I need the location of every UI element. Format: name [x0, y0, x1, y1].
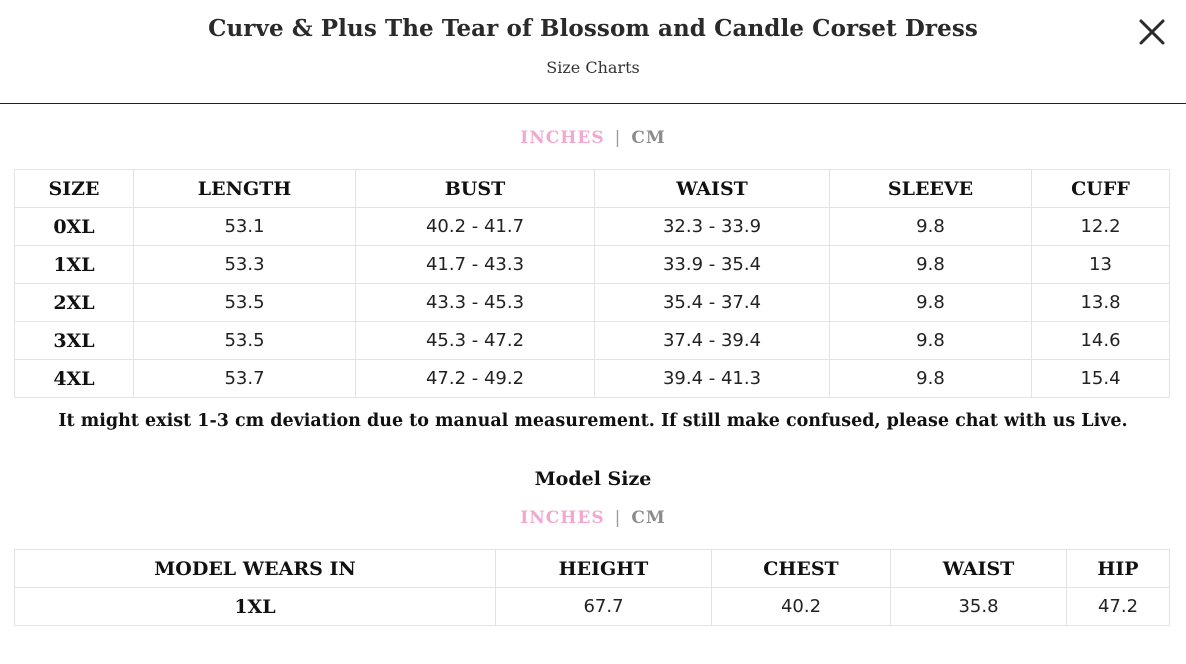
size-chart-table: SIZE LENGTH BUST WAIST SLEEVE CUFF 0XL 5… — [14, 169, 1170, 398]
unit-separator: | — [614, 508, 622, 528]
size-unit-toggle: INCHES | CM — [0, 128, 1186, 148]
model-size-table: MODEL WEARS IN HEIGHT CHEST WAIST HIP 1X… — [14, 549, 1170, 626]
table-cell: 53.7 — [133, 359, 356, 398]
table-cell: 37.4 - 39.4 — [594, 321, 830, 360]
inches-tab[interactable]: INCHES — [520, 508, 605, 528]
size-cell: 3XL — [14, 321, 134, 360]
table-cell: 12.2 — [1031, 207, 1170, 246]
column-header: SIZE — [14, 169, 134, 208]
table-row: 1XL 53.3 41.7 - 43.3 33.9 - 35.4 9.8 13 — [14, 245, 1170, 284]
column-header: SLEEVE — [829, 169, 1032, 208]
size-charts-subtitle: Size Charts — [546, 58, 640, 77]
table-cell: 35.4 - 37.4 — [594, 283, 830, 322]
table-cell: 67.7 — [495, 587, 712, 626]
size-cell: 1XL — [14, 245, 134, 284]
column-header: HEIGHT — [495, 549, 712, 588]
size-cell: 4XL — [14, 359, 134, 398]
column-header: WAIST — [594, 169, 830, 208]
table-cell: 9.8 — [829, 283, 1032, 322]
table-cell: 35.8 — [890, 587, 1067, 626]
inches-tab[interactable]: INCHES — [520, 128, 605, 148]
size-cell: 0XL — [14, 207, 134, 246]
table-cell: 45.3 - 47.2 — [355, 321, 595, 360]
column-header: HIP — [1066, 549, 1170, 588]
column-header: CUFF — [1031, 169, 1170, 208]
table-cell: 14.6 — [1031, 321, 1170, 360]
table-cell: 13.8 — [1031, 283, 1170, 322]
cm-tab[interactable]: CM — [631, 508, 666, 528]
model-header-row: MODEL WEARS IN HEIGHT CHEST WAIST HIP — [14, 549, 1170, 588]
column-header: CHEST — [711, 549, 891, 588]
column-header: BUST — [355, 169, 595, 208]
table-cell: 15.4 — [1031, 359, 1170, 398]
table-cell: 33.9 - 35.4 — [594, 245, 830, 284]
table-cell: 43.3 - 45.3 — [355, 283, 595, 322]
size-cell: 1XL — [14, 587, 496, 626]
product-title: Curve & Plus The Tear of Blossom and Can… — [208, 15, 978, 42]
table-row: 1XL 67.7 40.2 35.8 47.2 — [14, 587, 1170, 626]
close-button[interactable] — [1136, 16, 1168, 48]
unit-separator: | — [614, 128, 622, 148]
table-row: 3XL 53.5 45.3 - 47.2 37.4 - 39.4 9.8 14.… — [14, 321, 1170, 360]
modal-header: Curve & Plus The Tear of Blossom and Can… — [0, 0, 1186, 104]
size-cell: 2XL — [14, 283, 134, 322]
table-cell: 40.2 — [711, 587, 891, 626]
table-cell: 9.8 — [829, 321, 1032, 360]
table-cell: 40.2 - 41.7 — [355, 207, 595, 246]
table-cell: 53.3 — [133, 245, 356, 284]
column-header: WAIST — [890, 549, 1067, 588]
table-cell: 47.2 - 49.2 — [355, 359, 595, 398]
table-cell: 53.1 — [133, 207, 356, 246]
model-unit-toggle: INCHES | CM — [0, 508, 1186, 528]
table-cell: 9.8 — [829, 359, 1032, 398]
cm-tab[interactable]: CM — [631, 128, 666, 148]
table-cell: 53.5 — [133, 283, 356, 322]
table-cell: 47.2 — [1066, 587, 1170, 626]
table-row: 0XL 53.1 40.2 - 41.7 32.3 - 33.9 9.8 12.… — [14, 207, 1170, 246]
size-chart-header-row: SIZE LENGTH BUST WAIST SLEEVE CUFF — [14, 169, 1170, 208]
table-cell: 9.8 — [829, 245, 1032, 284]
measurement-note: It might exist 1-3 cm deviation due to m… — [58, 411, 1128, 431]
table-cell: 32.3 - 33.9 — [594, 207, 830, 246]
table-cell: 41.7 - 43.3 — [355, 245, 595, 284]
column-header: MODEL WEARS IN — [14, 549, 496, 588]
table-cell: 13 — [1031, 245, 1170, 284]
table-cell: 53.5 — [133, 321, 356, 360]
column-header: LENGTH — [133, 169, 356, 208]
table-row: 4XL 53.7 47.2 - 49.2 39.4 - 41.3 9.8 15.… — [14, 359, 1170, 398]
close-icon — [1139, 19, 1165, 45]
table-cell: 39.4 - 41.3 — [594, 359, 830, 398]
table-cell: 9.8 — [829, 207, 1032, 246]
model-size-heading: Model Size — [534, 468, 652, 490]
table-row: 2XL 53.5 43.3 - 45.3 35.4 - 37.4 9.8 13.… — [14, 283, 1170, 322]
